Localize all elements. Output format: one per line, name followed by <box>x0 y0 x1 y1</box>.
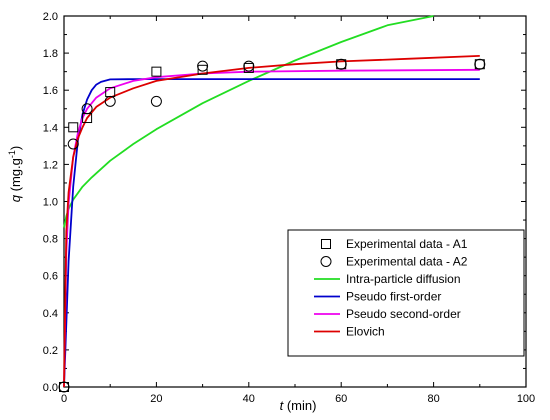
data-markers <box>58 58 486 393</box>
legend-label: Pseudo first-order <box>346 290 441 304</box>
legend-box <box>287 229 525 357</box>
y-axis-unit-exponent: -1 <box>7 150 17 158</box>
y-axis-symbol: q <box>8 194 23 202</box>
data-point-a2 <box>150 95 162 107</box>
legend-label: Elovich <box>346 325 385 339</box>
legend-marker-circle <box>320 256 332 267</box>
data-point-a2 <box>474 58 486 70</box>
curve-pseudo-second-order <box>63 68 480 388</box>
legend-label: Pseudo second-order <box>346 307 461 321</box>
data-point-a2 <box>81 103 93 115</box>
x-tick-label: 0 <box>61 393 67 405</box>
data-point-a1 <box>68 122 79 133</box>
x-tick-label: 80 <box>427 393 439 405</box>
data-point-a2 <box>335 58 347 70</box>
curve-pseudo-first-order <box>63 78 480 388</box>
y-tick-label: 1.6 <box>43 85 58 97</box>
data-point-a2 <box>58 381 70 393</box>
y-tick-label: 1.4 <box>43 122 58 134</box>
data-point-a2 <box>67 138 79 150</box>
legend: Experimental data - A1 Experimental data … <box>287 229 525 357</box>
y-axis-title: q (mg.g-1) <box>7 146 23 202</box>
y-axis-unit: (mg.g <box>8 158 23 195</box>
x-tick-label: 40 <box>243 393 255 405</box>
data-point-a1 <box>151 66 162 77</box>
y-tick-label: 1.8 <box>43 48 58 60</box>
data-point-a2 <box>243 60 255 72</box>
y-tick-label: 1.0 <box>43 197 58 209</box>
y-tick-label: 0.8 <box>43 234 58 246</box>
x-axis-symbol: t <box>280 398 285 413</box>
legend-label: Intra-particle diffusion <box>346 272 461 286</box>
data-point-a1 <box>197 64 208 75</box>
data-point-a1 <box>474 59 485 70</box>
y-tick-label: 0.6 <box>43 271 58 283</box>
legend-label: Experimental data - A2 <box>346 255 468 269</box>
x-axis-ticks: 0 20 40 60 80 100 <box>61 16 535 405</box>
y-tick-label: 0.2 <box>43 345 58 357</box>
y-tick-label: 2.0 <box>43 11 58 23</box>
legend-marker-square <box>321 239 331 249</box>
fit-curves <box>63 15 480 388</box>
data-point-a2 <box>197 60 209 72</box>
x-tick-label: 60 <box>335 393 347 405</box>
x-tick-label: 20 <box>150 393 162 405</box>
curve-elovich <box>63 55 480 388</box>
y-tick-label: 1.2 <box>43 159 58 171</box>
legend-label: Experimental data - A1 <box>346 237 468 251</box>
y-tick-label: 0.0 <box>43 382 58 394</box>
y-axis-ticks: 0.0 0.2 0.4 0.6 0.8 1.0 1.2 1.4 1.6 1.8 2.0 <box>43 11 526 394</box>
data-point-a2 <box>104 95 116 107</box>
x-tick-label: 100 <box>517 393 535 405</box>
y-tick-label: 0.4 <box>43 308 58 320</box>
y-axis-unit-close: ) <box>8 146 23 150</box>
curve-intra-particle-diffusion <box>63 15 434 228</box>
x-axis-title: t (min) <box>280 398 317 413</box>
x-axis-unit: (min) <box>283 398 316 413</box>
